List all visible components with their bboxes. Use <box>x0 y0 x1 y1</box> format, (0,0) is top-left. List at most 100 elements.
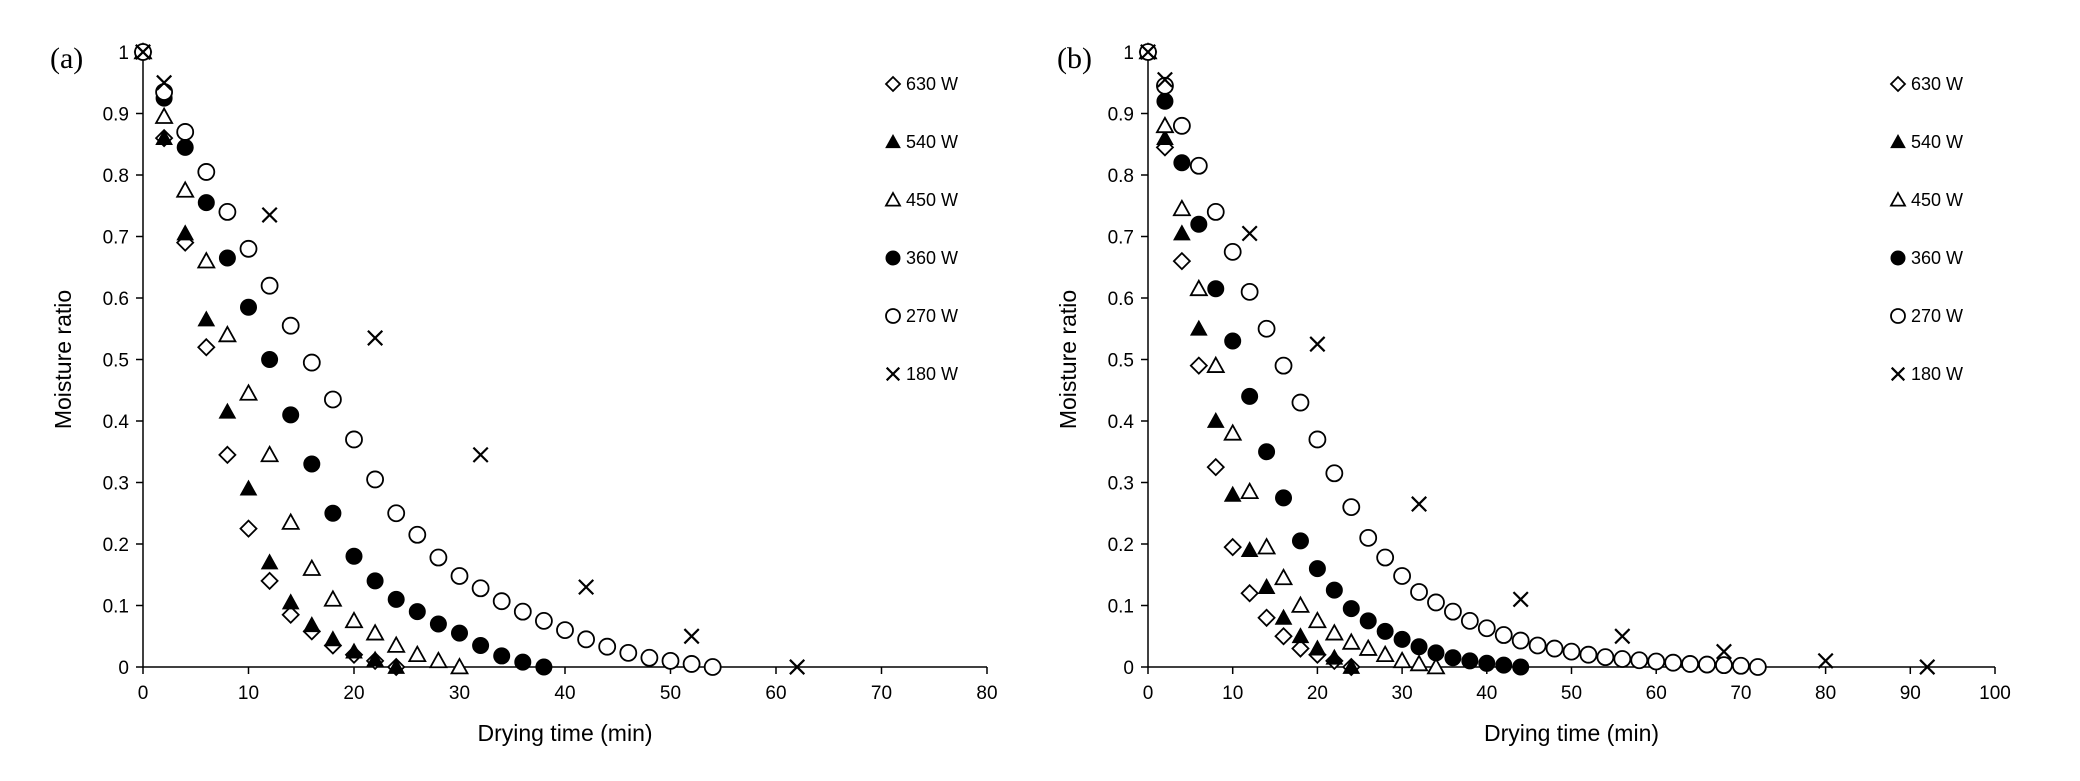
series-540w <box>134 42 406 674</box>
data-point <box>1156 92 1174 110</box>
data-point <box>1291 627 1310 644</box>
data-point <box>451 624 468 642</box>
data-point <box>1715 656 1733 675</box>
data-point <box>1240 583 1259 603</box>
legend-marker <box>1889 191 1907 207</box>
series-450w <box>1138 42 1446 675</box>
data-point <box>1308 560 1326 578</box>
y-tick-label: 0.2 <box>103 535 129 556</box>
y-tick-label: 0.3 <box>1108 474 1134 495</box>
data-point <box>155 129 173 145</box>
legend-label: 360 W <box>906 248 958 268</box>
legend-entry: 540 W <box>1890 132 1963 152</box>
y-tick-label: 0.9 <box>1108 105 1134 126</box>
data-point <box>238 383 259 401</box>
data-point <box>1410 638 1428 656</box>
data-point <box>1461 652 1479 670</box>
data-point <box>661 651 680 670</box>
y-tick-label: 0.4 <box>1108 412 1135 433</box>
data-point <box>1223 242 1242 261</box>
data-point <box>261 206 278 223</box>
data-point <box>281 316 300 335</box>
data-point <box>429 548 448 567</box>
legend-marker <box>1890 133 1906 149</box>
y-tick-label: 0.8 <box>1108 166 1134 187</box>
data-point <box>281 593 300 610</box>
data-point <box>1172 251 1192 271</box>
data-point <box>1155 115 1175 134</box>
data-point <box>1173 224 1191 241</box>
data-point <box>197 163 216 181</box>
data-point <box>323 390 342 409</box>
data-point <box>1512 591 1529 608</box>
data-point <box>1274 608 1293 625</box>
x-tick-label: 0 <box>138 683 149 704</box>
data-point <box>1715 643 1732 660</box>
data-point <box>1325 464 1344 483</box>
x-tick-label: 30 <box>1392 683 1413 704</box>
data-point <box>407 644 427 662</box>
data-point <box>345 642 363 659</box>
data-point <box>1207 280 1225 298</box>
y-tick-label: 0.5 <box>1108 351 1134 372</box>
data-point <box>303 455 321 473</box>
data-point <box>1258 443 1276 461</box>
data-point <box>1290 595 1310 613</box>
data-point <box>281 605 300 624</box>
data-point <box>281 512 301 530</box>
data-point <box>302 558 322 576</box>
data-point <box>1444 602 1462 621</box>
data-point <box>408 603 426 621</box>
x-tick-label: 0 <box>1143 683 1154 704</box>
data-point <box>1240 282 1259 301</box>
data-point <box>217 325 237 343</box>
panel-label: (a) <box>50 42 83 75</box>
data-point <box>1257 578 1276 594</box>
legend-label: 540 W <box>906 132 958 152</box>
data-point <box>323 589 343 607</box>
data-point <box>1545 639 1564 658</box>
data-point <box>428 650 448 669</box>
data-point <box>367 329 384 346</box>
y-tick-label: 0 <box>118 658 129 679</box>
data-point <box>218 202 237 221</box>
data-point <box>135 44 151 60</box>
data-point <box>260 444 280 463</box>
data-point <box>1512 658 1530 676</box>
data-point <box>386 635 406 653</box>
x-tick-label: 50 <box>660 683 681 704</box>
legend-marker <box>885 366 901 382</box>
chart-panel-b: 0 10 20 30 40 50 60 70 80 90 100 0 0.1 0.2 0.3 0.4 0.5 0.… <box>1055 42 2011 746</box>
data-point <box>1206 202 1225 221</box>
data-point <box>1274 356 1293 375</box>
legend-marker <box>1890 308 1906 324</box>
data-point <box>1189 278 1209 297</box>
data-point <box>240 298 257 316</box>
x-tick-label: 80 <box>1815 683 1836 704</box>
data-point <box>196 251 216 269</box>
data-point <box>324 504 342 522</box>
legend-marker <box>1890 366 1906 382</box>
data-point <box>1309 336 1326 353</box>
series-630w <box>1138 42 1361 677</box>
y-tick-label: 0.9 <box>103 105 129 126</box>
series-540w <box>1139 42 1361 674</box>
data-point <box>1478 654 1496 672</box>
data-point <box>1206 457 1226 477</box>
data-point <box>1426 657 1446 675</box>
data-point <box>493 647 511 665</box>
data-point <box>239 519 258 538</box>
data-point <box>1140 44 1156 60</box>
y-tick-label: 0.1 <box>103 597 129 618</box>
legend-marker <box>884 191 902 207</box>
data-point <box>175 180 195 198</box>
legend-entry: 450 W <box>1889 190 1963 210</box>
data-point <box>1477 619 1496 638</box>
data-point <box>1376 622 1394 640</box>
data-point <box>1274 626 1293 646</box>
legend-entry: 270 W <box>1890 306 1963 326</box>
legend-label: 180 W <box>1911 364 1963 384</box>
data-point <box>156 74 173 91</box>
data-point <box>1579 645 1598 664</box>
data-point <box>578 579 595 596</box>
